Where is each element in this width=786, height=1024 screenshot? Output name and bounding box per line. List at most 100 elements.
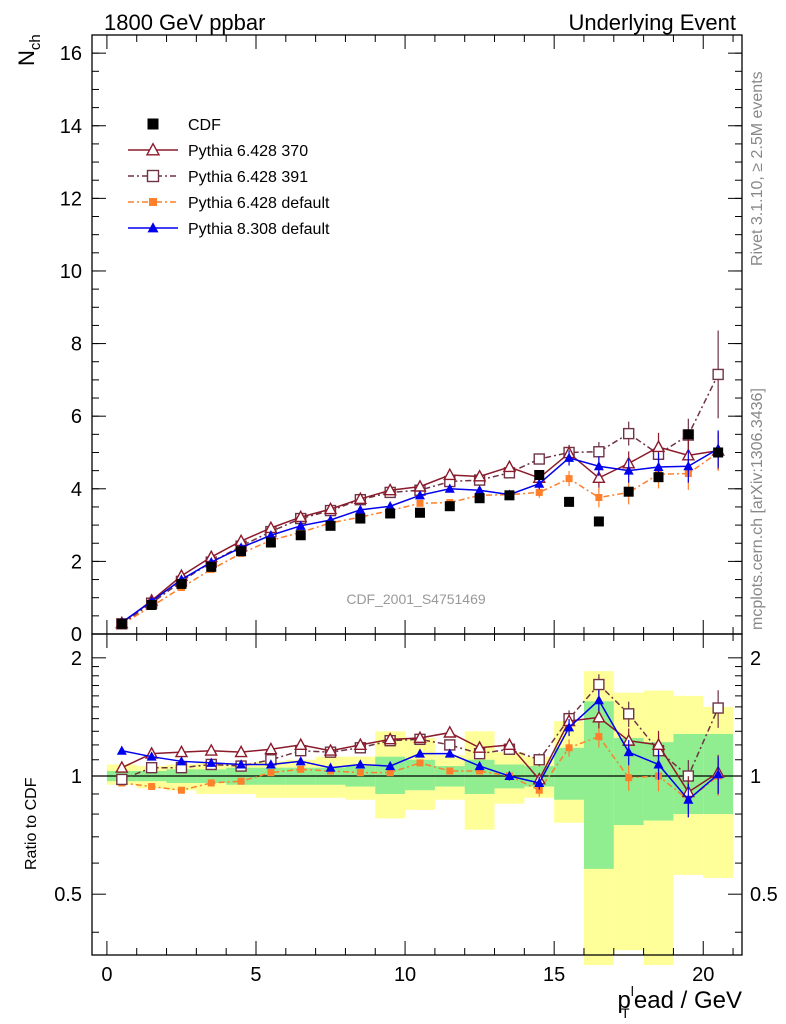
main-panel: 0 2 4 6 8 10 12 14 16 CDF_2001_S4751469 Nch CDF P… [14,34,743,646]
marker-p391 [533,453,545,465]
ratio-marker-p6def [625,774,633,782]
marker-p370 [443,467,457,481]
ratio-marker-p8def [385,760,396,771]
ratio-marker-p391 [145,761,158,774]
ratio-marker-p8def [176,756,187,766]
ratio-marker-p8def [653,759,664,769]
y-tick-label: 1 [71,766,82,788]
legend-marker [146,169,160,183]
main-panel-axes: 0 2 4 6 8 10 12 14 16 [60,35,742,646]
marker-p6def [565,475,573,483]
legend-item-p6def: Pythia 6.428 default [128,195,330,212]
ratio-marker-p370 [115,760,129,773]
marker-cdf [623,486,634,497]
ratio-marker-p6def [148,783,156,791]
marker-p8def [564,452,575,462]
ratio-panel: 0.5 0.51 12 20 5 10 15 20 Ratio to CDF plead / … [23,633,778,1021]
marker-cdf [683,429,694,440]
y-tick-label: 10 [60,261,82,283]
x-tick-label: 15 [543,964,565,986]
marker-cdf [534,469,545,480]
marker-p370 [502,459,517,473]
marker-p8def [265,530,276,540]
marker-cdf [116,618,127,629]
y-tick-label: 2 [71,648,82,670]
marker-p8def [534,478,545,488]
marker-p8def [593,461,604,471]
marker-cdf [176,578,187,589]
legend-item-p370: Pythia 6.428 370 [128,142,308,160]
y-tick-label: 8 [71,334,82,356]
x-tick-label: 10 [394,964,416,986]
ratio-marker-p8def [414,748,425,758]
ratio-marker-p6def [177,786,185,794]
ratio-marker-p6def [565,744,573,752]
legend-item-cdf: CDF [147,117,221,134]
marker-p8def [414,490,425,500]
ratio-marker-p6def [535,786,543,794]
ratio-marker-p391 [116,773,128,786]
legend-label: Pythia 6.428 default [188,195,330,212]
x-axis-label-rest: ead / GeV [634,987,742,1014]
ratio-marker-p8def [325,762,336,772]
legend-label: CDF [188,117,221,134]
marker-p8def [444,483,455,493]
ratio-marker-p8def [474,760,485,771]
mcplots-label: mcplots.cern.ch [arXiv:1306.3436] [749,388,766,630]
marker-p8def [683,461,694,471]
ratio-marker-p8def [713,769,724,779]
ratio-marker-p8def [534,777,545,787]
ratio-marker-p8def [623,746,634,757]
marker-p391 [712,368,724,381]
ratio-marker-p8def [683,794,694,804]
header-right-label: Underlying Event [568,10,736,35]
ratio-marker-p8def [504,770,515,781]
ratio-marker-p391 [622,708,635,720]
marker-p6def [535,488,543,496]
ratio-marker-p6def [416,759,424,767]
marker-cdf [504,490,515,501]
ratio-marker-p370 [651,737,666,751]
main-panel-ylabel-sub: ch [27,34,44,50]
rivet-version-label: Rivet 3.1.10, ≥ 2.5M events [749,71,766,266]
marker-p6def [595,494,603,502]
ratio-line-p6def [121,735,719,801]
marker-cdf [265,537,276,548]
marker-cdf [355,513,366,524]
ratio-marker-p391 [593,678,605,691]
ratio-marker-p391 [712,702,724,714]
legend-marker [149,198,157,206]
marker-p370 [323,501,338,515]
marker-cdf [653,472,664,483]
ratio-marker-p370 [234,744,248,758]
ratio-marker-p6def [476,767,484,775]
ratio-panel-marks [115,674,725,818]
y-tick-label-right: 2 [750,648,761,670]
ratio-marker-p370 [323,743,338,756]
ratio-marker-p8def [236,759,247,769]
main-panel-ylabel-main: N [14,50,39,66]
marker-cdf [146,599,157,610]
ratio-marker-p370 [592,710,606,723]
marker-cdf [444,501,455,512]
series-cdf [116,429,724,629]
y-tick-label: 12 [60,188,82,210]
ratio-marker-p6def [446,767,454,775]
ratio-marker-p6def [297,765,305,773]
marker-cdf [593,516,604,527]
x-axis-label-sub: T [621,1005,630,1021]
marker-cdf [206,561,217,572]
y-tick-label: 2 [71,551,82,573]
y-tick-label-right: 1 [750,766,761,788]
legend-label: Pythia 8.308 default [188,221,330,238]
ratio-marker-p370 [204,743,218,756]
y-tick-label: 6 [71,406,82,428]
marker-cdf [564,496,575,507]
y-tick-label: 0 [71,624,82,646]
legend-marker [145,142,161,156]
ratio-marker-p370 [264,741,278,755]
ratio-marker-p391 [533,754,545,766]
x-axis-label-main: p [617,987,630,1014]
y-tick-label: 14 [60,116,82,138]
marker-cdf [713,447,724,458]
